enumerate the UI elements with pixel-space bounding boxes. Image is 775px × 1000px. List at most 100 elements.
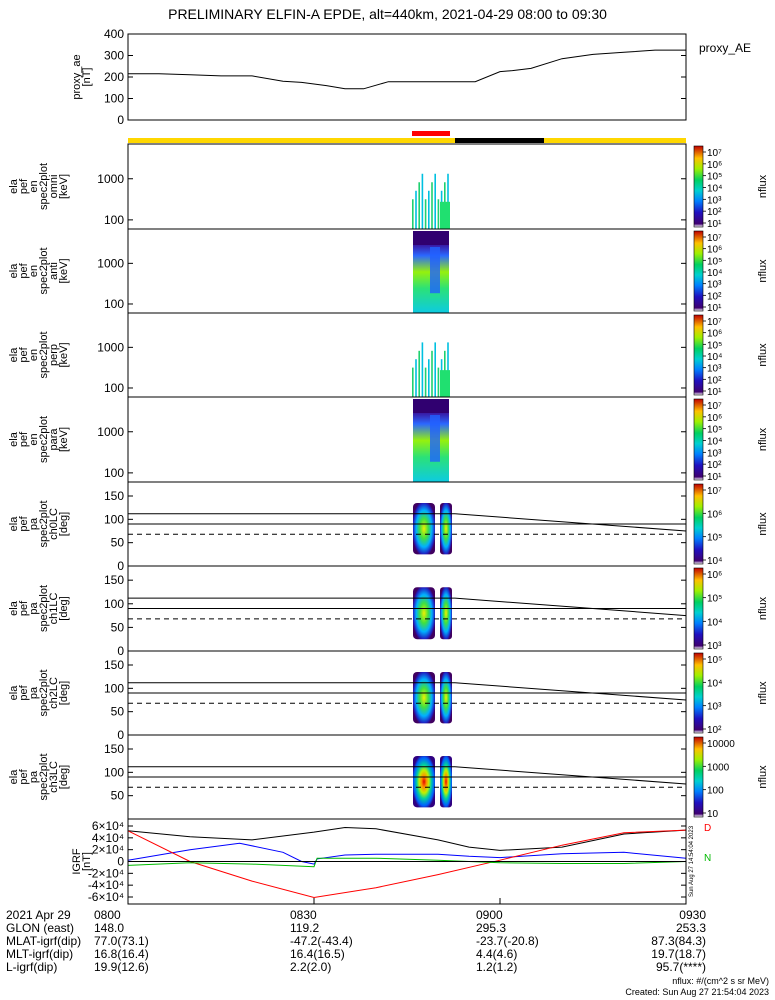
- footer-row-label: MLAT-igrf(dip): [6, 934, 82, 948]
- y-tick-label: 100: [104, 213, 124, 227]
- colorbar-title: nflux: [757, 681, 769, 705]
- nflux-units-note: nflux: #/(cm^2 s sr MeV): [672, 976, 769, 986]
- colorbar-tick-label: 10⁶: [707, 160, 722, 171]
- spectrogram-stripe: [415, 359, 417, 397]
- footer-row-value: 87.3(84.3): [651, 934, 706, 948]
- spectrogram-inner: [430, 415, 440, 462]
- pitch-angle-block-b: [440, 756, 452, 808]
- colorbar-tick-label: 10: [707, 809, 719, 820]
- y-tick-label: 1000: [97, 256, 124, 270]
- spectrogram-block: [440, 201, 450, 229]
- y-tick-label: 300: [104, 49, 124, 63]
- y-axis-label: spec2plot: [38, 585, 50, 632]
- panel-5: 10⁴ 10⁵ 10⁶ 10⁷ nflux 0 50 100 150 elapefpaspec2p…: [8, 481, 769, 573]
- segment-bar-black: [455, 138, 544, 143]
- colorbar-tick-label: 10⁵: [707, 425, 722, 436]
- y-axis-label: [deg]: [58, 512, 70, 536]
- y-axis-label: [deg]: [58, 596, 70, 620]
- segment-bar-science-zone: [128, 138, 686, 143]
- footer-row-value: 19.7(18.7): [651, 947, 706, 961]
- colorbar-tick-label: 10¹: [707, 387, 722, 398]
- y-tick-label: 100: [104, 512, 124, 526]
- y-tick-label: 400: [104, 27, 124, 41]
- colorbar-tick-label: 1000: [707, 762, 730, 773]
- colorbar-tick-label: 10²: [707, 725, 722, 736]
- colorbar-title: nflux: [757, 765, 769, 789]
- y-axis-label: ela: [8, 347, 20, 363]
- y-axis-label: ela: [8, 685, 20, 701]
- footer-row-value: 119.2: [290, 921, 320, 935]
- panel-6: 10³ 10⁴ 10⁵ 10⁶ nflux 0 50 100 150 elapefpaspec2p…: [8, 565, 769, 658]
- spectrogram-stripe: [421, 342, 424, 397]
- colorbar-tick-label: 10⁷: [707, 317, 722, 328]
- y-axis-label: pef: [18, 431, 30, 447]
- spectrogram-stripe: [434, 173, 436, 229]
- footer-row-value: 253.3: [675, 921, 706, 935]
- y-tick-label: 100: [104, 681, 124, 695]
- y-tick-label: -4×10⁴: [88, 878, 124, 892]
- y-axis-label: pef: [18, 262, 30, 278]
- spectrogram-stripe: [418, 350, 420, 397]
- y-tick-label: 50: [111, 705, 125, 719]
- y-axis-label: spec2plot: [38, 163, 50, 210]
- spectrogram-stripe: [418, 182, 420, 229]
- colorbar-tick-label: 10⁵: [707, 256, 722, 267]
- pitch-angle-block-a: [413, 503, 435, 555]
- spectrogram-stripe: [437, 199, 440, 229]
- orbit-segment-bars: [128, 131, 686, 143]
- pitch-angle-block-b: [440, 672, 452, 724]
- colorbar: [693, 145, 704, 228]
- spectrogram-stripe: [424, 199, 427, 229]
- colorbar-tick-label: 10²: [707, 460, 722, 471]
- y-tick-label: 150: [104, 489, 124, 503]
- colorbar-tick-label: 10⁷: [707, 486, 722, 497]
- colorbar-title: nflux: [757, 427, 769, 451]
- y-axis-label: ch3LC: [48, 761, 60, 793]
- colorbar-tick-label: 10⁵: [707, 533, 722, 544]
- y-axis-label: [deg]: [58, 765, 70, 789]
- y-axis-label: pa: [28, 686, 40, 699]
- colorbar-title: nflux: [757, 512, 769, 536]
- y-axis-label: [keV]: [58, 427, 70, 452]
- segment-bar-red: [412, 131, 450, 136]
- colorbar-tick-label: 10³: [707, 641, 722, 652]
- y-axis-label: spec2plot: [38, 500, 50, 547]
- colorbar-tick-label: 10²: [707, 291, 722, 302]
- footer-row-value: 19.9(12.6): [94, 960, 149, 974]
- y-tick-label: 0: [117, 113, 124, 127]
- colorbar: [693, 483, 704, 565]
- pitch-angle-block-b: [440, 587, 452, 640]
- series-line-3: [127, 857, 687, 868]
- footer-row-value: 295.3: [476, 921, 507, 935]
- spectrogram-stripe: [437, 367, 440, 397]
- spectrogram-stripe: [421, 173, 424, 229]
- series-line-0: [127, 826, 687, 851]
- y-axis-label: pef: [18, 515, 30, 531]
- y-tick-label: 50: [111, 536, 125, 550]
- y-axis-label: pa: [28, 602, 40, 615]
- spectrogram-stripe: [415, 190, 417, 229]
- colorbar-tick-label: 10²: [707, 207, 722, 218]
- y-tick-label: 50: [111, 620, 125, 634]
- y-tick-label: 100: [104, 297, 124, 311]
- panel-7: 10² 10³ 10⁴ 10⁵ nflux 0 50 100 150 elapefpaspec2p…: [8, 650, 769, 742]
- panel-frame: [127, 143, 687, 230]
- y-axis-label: [keV]: [58, 342, 70, 367]
- spectrogram-stripe: [412, 199, 414, 229]
- y-axis-label: pef: [18, 346, 30, 362]
- spectrogram-stripe: [447, 342, 449, 397]
- spectrogram-top-band: [413, 231, 449, 245]
- footer-row-value: 1.2(1.2): [476, 960, 518, 974]
- footer-row-value: -47.2(-43.4): [290, 934, 353, 948]
- colorbar-title: nflux: [757, 259, 769, 283]
- spectrogram-stripe: [428, 359, 430, 397]
- y-axis-label: [nT]: [81, 68, 93, 87]
- plot-timestamp: Sun Aug 27 14:54:04 2023: [689, 825, 695, 897]
- y-axis-label: ela: [8, 263, 20, 279]
- footer-row-label: GLON (east): [6, 921, 75, 935]
- colorbar: [693, 736, 704, 818]
- colorbar-title: nflux: [757, 343, 769, 367]
- y-axis-label: para: [48, 428, 60, 451]
- spectrogram-stripe: [428, 190, 430, 229]
- y-axis-label: en: [28, 433, 40, 445]
